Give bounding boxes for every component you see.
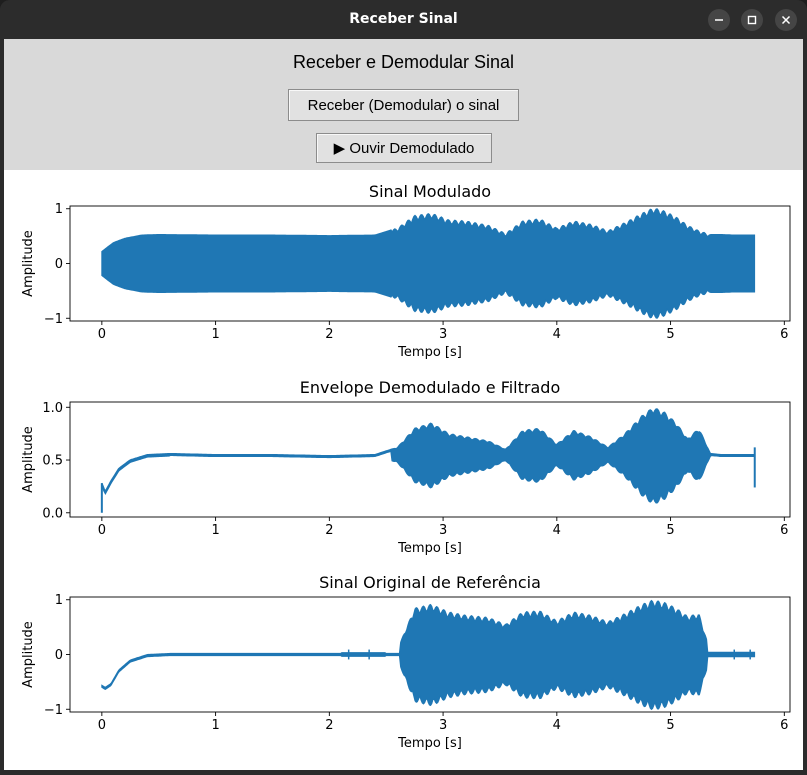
y-axis-label: Amplitude <box>21 426 36 493</box>
x-tick-label: 3 <box>439 718 447 733</box>
signal-trace <box>101 599 756 711</box>
x-tick-label: 2 <box>325 327 333 342</box>
y-tick-label: 1.0 <box>42 401 63 416</box>
window-bottom-edge <box>0 770 807 775</box>
y-tick-label: 0 <box>55 648 63 663</box>
control-panel: Receber e Demodular Sinal Receber (Demod… <box>4 39 803 170</box>
x-tick-label: 2 <box>325 718 333 733</box>
x-tick-label: 1 <box>211 523 219 538</box>
close-button[interactable] <box>775 9 797 31</box>
plot-figure: 0 1 2 3 4 5 6 −1 0 1 Sinal Modulado Tempo [s] Amplit… <box>4 170 803 770</box>
axes-frame <box>69 401 791 518</box>
x-axis-label: Tempo [s] <box>397 736 462 751</box>
window-title: Receber Sinal <box>349 11 458 27</box>
x-tick-label: 0 <box>98 523 106 538</box>
x-axis-label: Tempo [s] <box>397 541 462 556</box>
x-tick-label: 4 <box>553 718 561 733</box>
x-tick-label: 6 <box>780 718 788 733</box>
signal-trace <box>101 208 756 319</box>
y-axis-label: Amplitude <box>21 230 36 297</box>
maximize-icon <box>747 15 757 25</box>
page-heading: Receber e Demodular Sinal <box>292 52 515 72</box>
x-tick-label: 6 <box>780 523 788 538</box>
x-tick-label: 5 <box>666 523 674 538</box>
maximize-button[interactable] <box>741 9 763 31</box>
y-tick-label: −1 <box>44 703 63 718</box>
x-tick-label: 5 <box>666 327 674 342</box>
signal-trace <box>101 408 756 504</box>
demodulate-button[interactable]: Receber (Demodular) o sinal <box>288 89 519 121</box>
x-tick-label: 1 <box>211 718 219 733</box>
x-tick-label: 4 <box>553 523 561 538</box>
x-tick-label: 4 <box>553 327 561 342</box>
minimize-button[interactable] <box>708 9 730 31</box>
subplot-2: 0 1 2 3 4 5 6 0.0 0.5 1.0 Envelope Demodulado e Fi… <box>21 378 791 556</box>
y-tick-label: 1 <box>55 202 63 217</box>
x-axis-label: Tempo [s] <box>397 345 462 360</box>
y-tick-label: −1 <box>44 312 63 327</box>
y-tick-label: 0.0 <box>42 506 63 521</box>
x-tick-label: 0 <box>98 327 106 342</box>
x-tick-label: 3 <box>439 327 447 342</box>
subplot-3: 0 1 2 3 4 5 6 −1 0 1 Sinal Original de Referência T… <box>21 573 791 751</box>
play-demodulated-button[interactable]: ▶ Ouvir Demodulado <box>316 133 492 163</box>
x-tick-label: 0 <box>98 718 106 733</box>
x-tick-label: 5 <box>666 718 674 733</box>
y-tick-label: 0.5 <box>42 454 63 469</box>
plots-svg: 0 1 2 3 4 5 6 −1 0 1 Sinal Modulado Tempo [s] Amplit… <box>21 182 791 751</box>
minimize-icon <box>715 19 723 21</box>
title-bar[interactable]: Receber Sinal <box>0 0 807 39</box>
chart-title: Envelope Demodulado e Filtrado <box>300 378 560 397</box>
x-tick-label: 2 <box>325 523 333 538</box>
x-tick-label: 1 <box>211 327 219 342</box>
x-tick-label: 6 <box>780 327 788 342</box>
x-tick-label: 3 <box>439 523 447 538</box>
y-axis-label: Amplitude <box>21 621 36 688</box>
y-tick-label: 1 <box>55 593 63 608</box>
y-tick-label: 0 <box>55 257 63 272</box>
subplot-1: 0 1 2 3 4 5 6 −1 0 1 Sinal Modulado Tempo [s] Amplit… <box>21 182 791 360</box>
close-icon <box>781 15 791 25</box>
chart-title: Sinal Original de Referência <box>319 573 541 592</box>
chart-title: Sinal Modulado <box>369 182 491 201</box>
